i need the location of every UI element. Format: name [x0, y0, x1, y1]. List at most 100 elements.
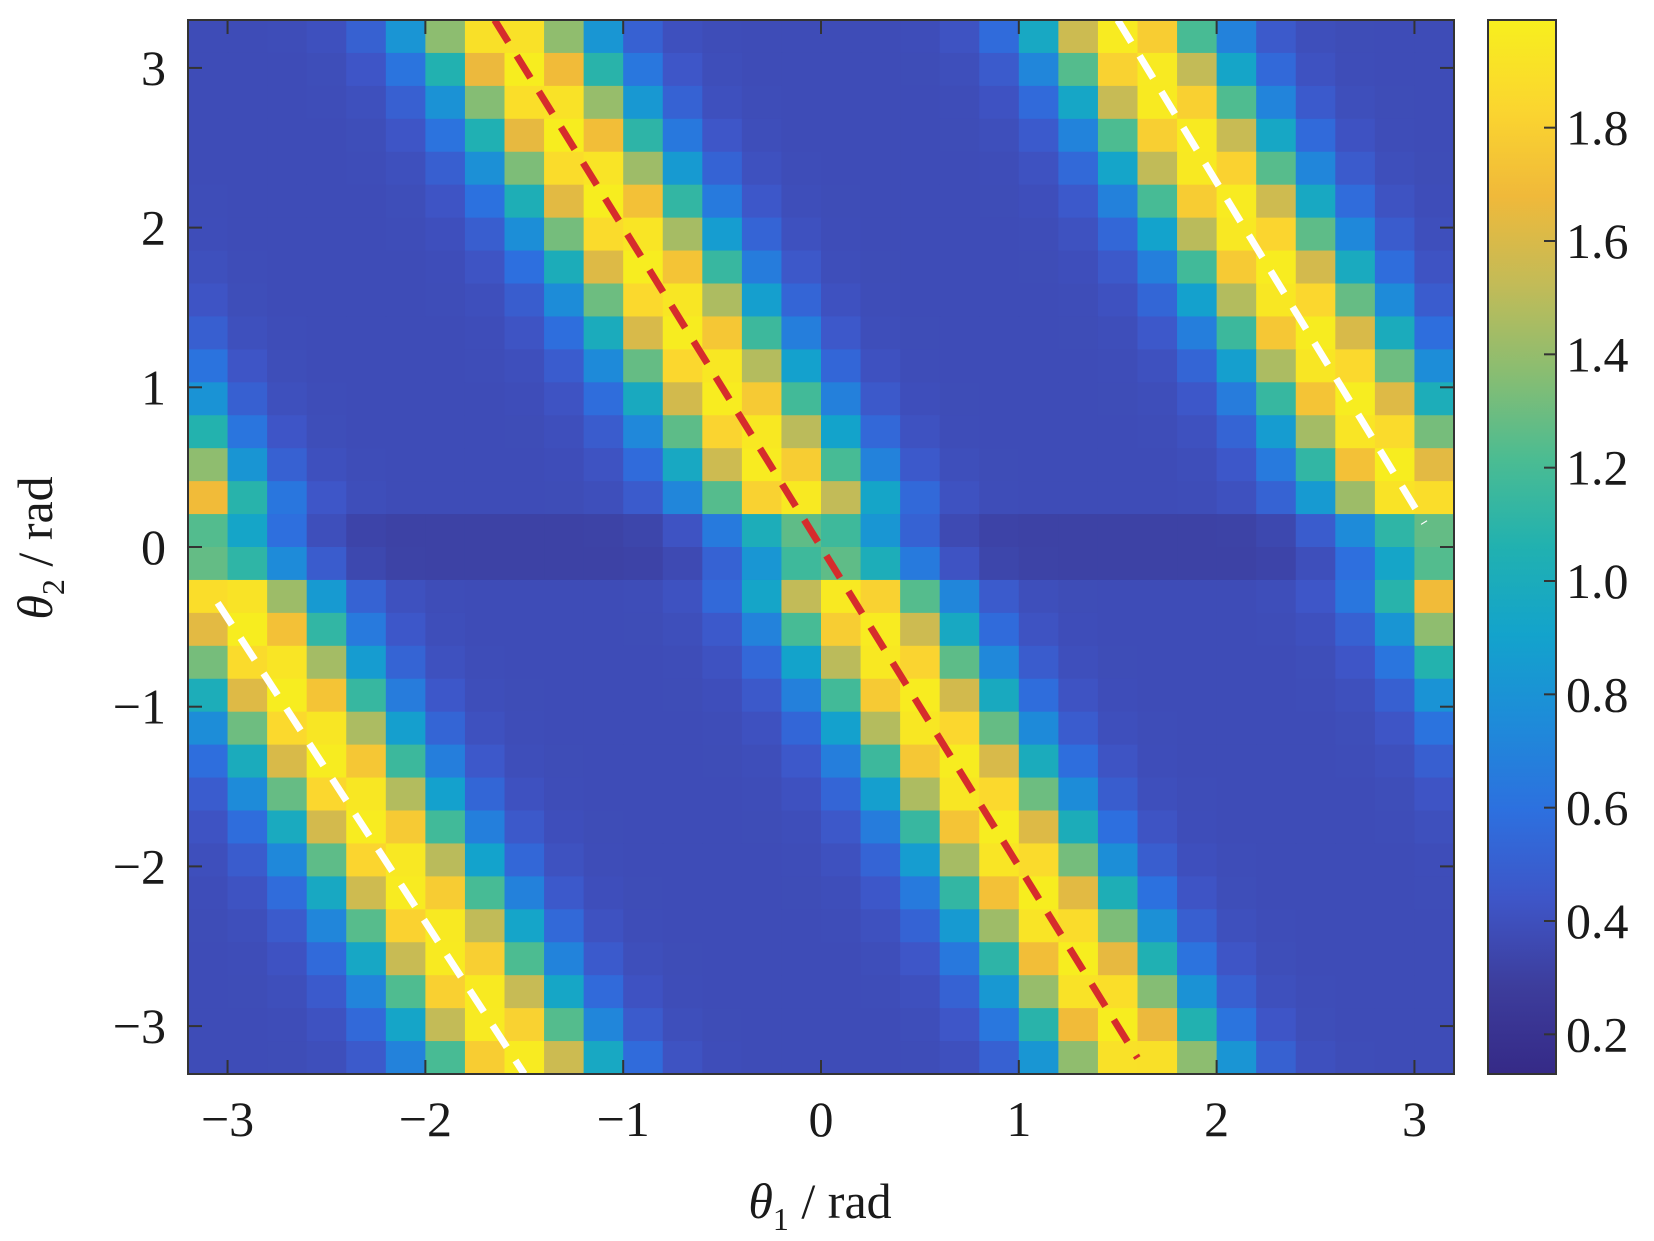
heatmap-cell — [781, 250, 822, 285]
heatmap-cell — [544, 645, 585, 680]
heatmap-cell — [1295, 514, 1336, 548]
heatmap-cell — [623, 645, 664, 680]
heatmap-cell — [1374, 1041, 1416, 1074]
heatmap-cell — [464, 481, 506, 515]
heatmap-cell — [1216, 316, 1257, 350]
heatmap-cell — [425, 382, 466, 416]
heatmap-cell — [544, 810, 585, 845]
heatmap-cell — [900, 52, 941, 87]
heatmap-cell — [1177, 975, 1218, 1009]
heatmap-cell — [939, 250, 980, 285]
heatmap-cell — [227, 678, 268, 713]
heatmap-cell — [1097, 843, 1139, 877]
heatmap-cell — [1414, 1041, 1454, 1074]
heatmap-cell — [1335, 184, 1376, 219]
heatmap-cell — [385, 612, 426, 647]
heatmap-cell — [939, 678, 980, 713]
heatmap-cell — [900, 20, 941, 54]
heatmap-cell — [939, 547, 980, 581]
heatmap-cell — [939, 909, 980, 943]
heatmap-cell — [267, 1041, 308, 1074]
colorbar-tick-label: 0.6 — [1566, 780, 1629, 836]
y-axis-subscript: 2 — [35, 579, 71, 595]
heatmap-cell — [702, 349, 743, 383]
heatmap-cell — [662, 283, 703, 318]
heatmap-cell — [1335, 843, 1376, 877]
heatmap-cell — [1295, 415, 1336, 449]
heatmap-cell — [346, 579, 387, 614]
heatmap-cell — [227, 85, 268, 120]
heatmap-cell — [504, 217, 545, 252]
heatmap-cell — [188, 20, 229, 54]
heatmap-cell — [702, 1041, 743, 1074]
heatmap-cell — [939, 481, 980, 515]
heatmap-cell — [623, 514, 664, 548]
heatmap-cell — [1335, 1008, 1376, 1042]
heatmap-cell — [702, 810, 743, 845]
heatmap-cell — [702, 52, 743, 87]
heatmap-cell — [1295, 547, 1336, 581]
heatmap-cell — [583, 448, 624, 482]
heatmap-cell — [662, 645, 703, 680]
heatmap-cell — [385, 151, 426, 186]
heatmap-cell — [267, 909, 308, 943]
heatmap-cell — [1018, 316, 1059, 350]
heatmap-cell — [781, 645, 822, 680]
heatmap-cell — [346, 415, 387, 449]
y-tick-label: −2 — [113, 838, 166, 894]
heatmap-cell — [464, 876, 506, 910]
heatmap-cell — [662, 711, 703, 746]
heatmap-cell — [346, 349, 387, 383]
heatmap-cell — [306, 810, 347, 845]
heatmap-cell — [267, 349, 308, 383]
heatmap-cell — [267, 283, 308, 318]
heatmap-cell — [1018, 20, 1059, 54]
heatmap-cell — [583, 217, 624, 252]
heatmap-cell — [741, 942, 783, 976]
heatmap-cell — [900, 579, 941, 614]
heatmap-cell — [1137, 184, 1178, 219]
heatmap-cell — [702, 909, 743, 943]
heatmap-cell — [662, 20, 703, 54]
heatmap-cell — [1177, 415, 1218, 449]
heatmap-cell — [860, 579, 901, 614]
heatmap-cell — [1295, 151, 1336, 186]
heatmap-cell — [702, 975, 743, 1009]
heatmap-cell — [346, 942, 387, 976]
heatmap-cell — [821, 85, 862, 120]
heatmap-cell — [623, 151, 664, 186]
heatmap-cell — [385, 1008, 426, 1042]
heatmap-cell — [1137, 975, 1178, 1009]
heatmap-cell — [1097, 448, 1139, 482]
heatmap-cell — [781, 579, 822, 614]
heatmap-cell — [1137, 678, 1178, 713]
heatmap-cell — [781, 678, 822, 713]
heatmap-cell — [741, 876, 783, 910]
heatmap-cell — [1295, 744, 1336, 779]
heatmap-cell — [1058, 382, 1099, 416]
heatmap-cell — [544, 349, 585, 383]
heatmap-cell — [504, 349, 545, 383]
heatmap-cell — [188, 810, 229, 845]
heatmap-cell — [504, 942, 545, 976]
heatmap-cell — [821, 283, 862, 318]
heatmap-cell — [741, 744, 783, 779]
heatmap-cell — [662, 118, 703, 153]
heatmap-cell — [188, 876, 229, 910]
heatmap-cell — [385, 20, 426, 54]
heatmap-cell — [1295, 349, 1336, 383]
heatmap-cell — [425, 349, 466, 383]
heatmap-cell — [385, 579, 426, 614]
heatmap-cell — [821, 349, 862, 383]
heatmap-cell — [544, 678, 585, 713]
heatmap-cell — [741, 579, 783, 614]
heatmap-cell — [544, 579, 585, 614]
heatmap-cell — [1295, 1008, 1336, 1042]
heatmap-cell — [860, 349, 901, 383]
heatmap-cell — [425, 20, 466, 54]
heatmap-cell — [544, 415, 585, 449]
heatmap-cell — [1137, 118, 1178, 153]
heatmap-cell — [1295, 843, 1336, 877]
heatmap-cell — [662, 1041, 703, 1074]
heatmap-cell — [425, 250, 466, 285]
